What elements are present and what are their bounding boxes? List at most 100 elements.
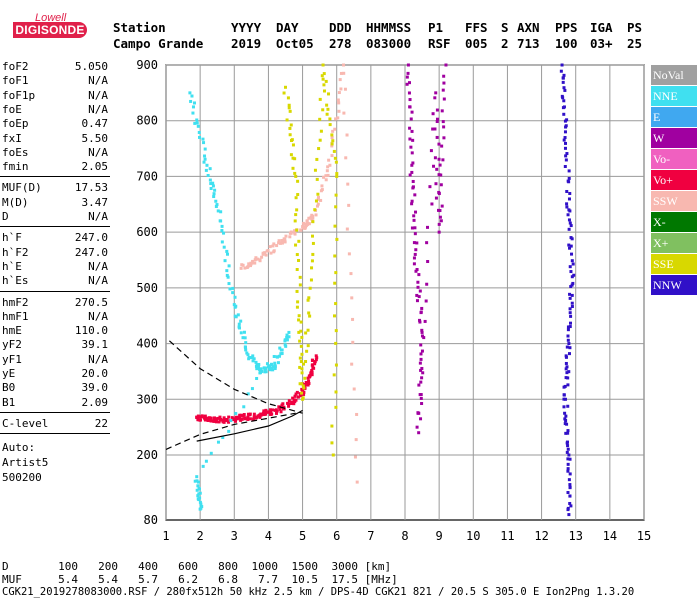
data-point-w bbox=[407, 91, 411, 95]
data-point-vo bbox=[243, 416, 247, 420]
data-point-vo bbox=[264, 408, 268, 412]
data-point-nnw bbox=[565, 205, 569, 209]
data-point-sse bbox=[317, 147, 321, 151]
data-point-vo bbox=[309, 370, 313, 374]
data-point-w bbox=[434, 91, 438, 95]
data-point-sse bbox=[289, 123, 293, 127]
param-row-hes: h`Es N/A bbox=[2, 274, 108, 288]
data-point-nnw bbox=[568, 501, 572, 505]
param-name: fxI bbox=[2, 131, 22, 145]
data-point-vo bbox=[195, 415, 199, 419]
data-point-nnw bbox=[567, 352, 571, 356]
data-point-sse bbox=[311, 241, 315, 245]
data-point-nne bbox=[190, 94, 194, 98]
data-point-sse bbox=[295, 253, 299, 257]
data-point-nne bbox=[285, 338, 289, 342]
data-point-vo bbox=[214, 420, 218, 424]
data-point-nne bbox=[197, 492, 201, 496]
data-point-sse bbox=[321, 77, 325, 81]
data-point-w bbox=[426, 225, 430, 229]
data-point-nnw bbox=[560, 94, 564, 98]
data-point-nne bbox=[223, 259, 227, 263]
data-point-nne bbox=[259, 367, 263, 371]
footer-row-label: MUF bbox=[2, 573, 22, 586]
data-point-sse bbox=[313, 168, 317, 172]
data-point-ssw bbox=[263, 251, 267, 255]
data-point-sse bbox=[296, 300, 300, 304]
data-point-nne bbox=[195, 121, 199, 125]
data-point-sse bbox=[315, 177, 319, 181]
data-point-w bbox=[419, 343, 423, 347]
data-point-nne bbox=[193, 121, 197, 125]
y-tick-label: 900 bbox=[136, 58, 158, 72]
data-point-w bbox=[435, 120, 439, 124]
data-point-nne bbox=[227, 264, 231, 268]
data-point-ssw bbox=[326, 165, 330, 169]
data-point-nnw bbox=[562, 112, 566, 116]
data-point-w bbox=[418, 318, 422, 322]
data-point-w bbox=[434, 182, 438, 186]
data-point-ssw bbox=[337, 91, 341, 95]
data-point-sse bbox=[285, 118, 289, 122]
data-point-nne bbox=[199, 502, 203, 506]
data-point-ssw bbox=[349, 272, 353, 276]
data-point-w bbox=[441, 120, 445, 124]
data-point-nne bbox=[225, 249, 229, 253]
data-point-nne bbox=[211, 184, 215, 188]
data-point-nne bbox=[255, 367, 259, 371]
data-point-nne bbox=[232, 303, 236, 307]
data-point-sse bbox=[291, 143, 295, 147]
data-point-w bbox=[411, 138, 415, 142]
param-row-b1: B1 2.09 bbox=[2, 396, 108, 410]
data-point-ssw bbox=[325, 169, 329, 173]
data-point-nne bbox=[283, 338, 287, 342]
data-point-vo bbox=[203, 417, 207, 421]
param-value: N/A bbox=[88, 259, 108, 273]
data-point-w bbox=[430, 202, 434, 206]
data-point-w bbox=[411, 186, 415, 190]
data-point-vo bbox=[271, 408, 275, 412]
data-point-nne bbox=[225, 269, 229, 273]
data-point-w bbox=[437, 157, 441, 161]
footer-value: 5.4 bbox=[58, 573, 78, 586]
data-point-w bbox=[442, 81, 446, 85]
data-point-w bbox=[439, 183, 443, 187]
auto-line-1: Artist5 bbox=[2, 456, 49, 470]
data-point-sse bbox=[333, 254, 337, 258]
param-value: 0.47 bbox=[81, 117, 109, 131]
data-point-w bbox=[420, 376, 424, 380]
param-value: 247.0 bbox=[74, 231, 108, 245]
data-point-sse bbox=[334, 205, 338, 209]
data-point-sse bbox=[307, 311, 311, 315]
data-point-vo bbox=[227, 415, 231, 419]
data-point-ssw bbox=[330, 136, 334, 140]
header-value-2: Oct05 bbox=[276, 36, 314, 51]
param-name: h`E bbox=[2, 259, 22, 273]
data-point-sse bbox=[308, 314, 312, 318]
data-point-nnw bbox=[566, 444, 570, 448]
data-point-sse bbox=[294, 196, 298, 200]
data-point-sse bbox=[333, 224, 337, 228]
footer-value: 7.7 bbox=[258, 573, 278, 586]
data-point-w bbox=[408, 105, 412, 109]
data-point-nne bbox=[255, 376, 259, 380]
data-point-ssw bbox=[241, 263, 245, 267]
data-point-ssw bbox=[330, 144, 334, 148]
data-point-vo bbox=[314, 354, 318, 358]
data-point-sse bbox=[300, 382, 304, 386]
x-tick-label: 15 bbox=[637, 529, 651, 543]
data-point-sse bbox=[331, 453, 335, 457]
data-point-nnw bbox=[561, 76, 565, 80]
x-tick-label: 12 bbox=[534, 529, 548, 543]
data-point-nne bbox=[245, 351, 249, 355]
data-point-sse bbox=[334, 405, 338, 409]
data-point-nnw bbox=[565, 422, 569, 426]
data-point-nne bbox=[198, 500, 202, 504]
param-name: D bbox=[2, 210, 9, 223]
data-point-w bbox=[407, 81, 411, 85]
x-tick-label: 8 bbox=[401, 529, 408, 543]
data-point-ssw bbox=[260, 255, 264, 259]
data-point-ssw bbox=[307, 216, 311, 220]
data-point-nnw bbox=[568, 307, 572, 311]
